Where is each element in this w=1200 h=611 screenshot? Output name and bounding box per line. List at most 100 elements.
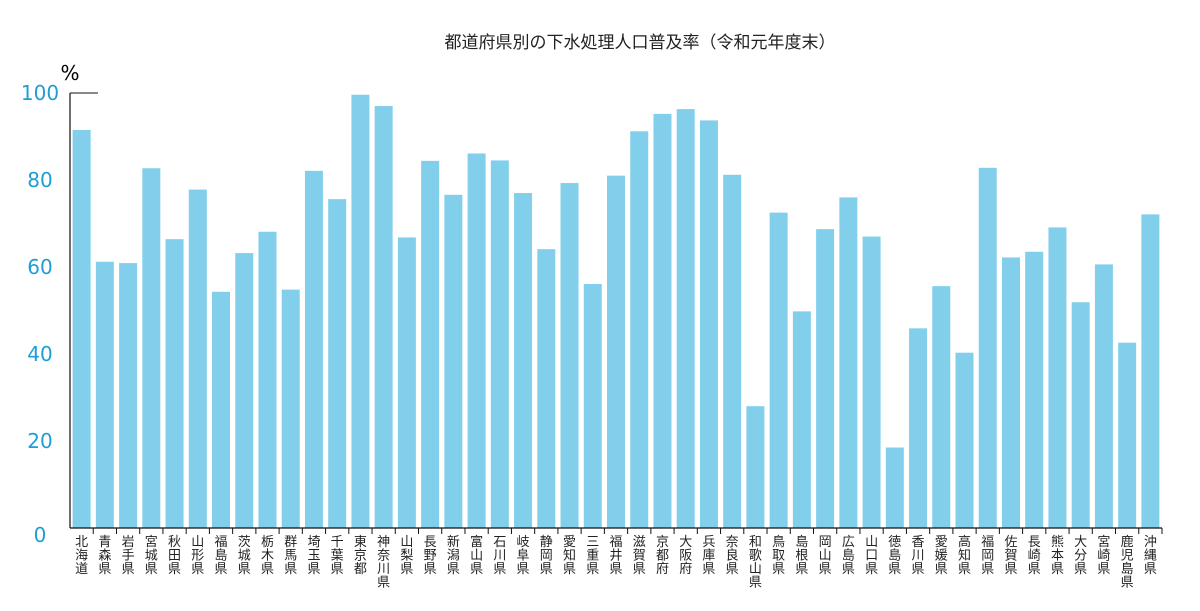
x-category-label: 香川県	[912, 535, 925, 577]
bar-44	[1071, 302, 1090, 528]
bar-40	[978, 167, 997, 528]
x-category-label: 石川県	[493, 535, 506, 577]
bar-26	[653, 113, 672, 528]
x-category-label: 埼玉県	[307, 535, 320, 577]
x-category-label: 熊本県	[1051, 534, 1064, 577]
x-category-label: 茨城県	[238, 535, 251, 577]
bar-47	[1141, 214, 1160, 529]
x-category-label: 愛媛県	[935, 535, 948, 577]
y-axis-unit-label: %	[60, 61, 79, 85]
bar-6	[188, 189, 207, 528]
bar-14	[374, 106, 393, 529]
y-axis-ticks: 0 20 40 60 80 100	[21, 81, 98, 547]
bar-30	[746, 406, 765, 528]
bar-32	[792, 311, 811, 528]
y-tick-label: 20	[27, 429, 52, 453]
x-category-label: 京都府	[656, 535, 669, 577]
x-category-label: 山梨県	[400, 535, 413, 577]
x-category-label: 福岡県	[981, 535, 994, 577]
bar-1	[72, 129, 91, 528]
x-category-label: 三重県	[586, 535, 599, 577]
x-category-label: 広島県	[842, 535, 855, 577]
bar-5	[165, 239, 184, 528]
x-category-label: 佐賀県	[1004, 535, 1017, 577]
x-category-label: 神奈川県	[377, 535, 390, 591]
y-tick-label: 80	[27, 168, 52, 192]
x-category-label: 宮崎県	[1097, 534, 1110, 577]
x-category-label: 鹿児島県	[1121, 534, 1134, 591]
x-category-label: 秋田県	[168, 535, 181, 577]
bar-19	[490, 160, 509, 529]
bar-8	[235, 253, 254, 528]
bar-33	[816, 229, 835, 528]
x-category-label: 東京都	[354, 534, 367, 577]
bar-10	[281, 289, 300, 528]
x-category-label: 山口県	[865, 535, 878, 577]
bar-27	[676, 109, 695, 528]
bar-9	[258, 231, 277, 528]
bar-22	[560, 183, 579, 529]
bar-39	[955, 352, 974, 528]
y-tick-label: 40	[27, 342, 52, 366]
x-category-label: 長崎県	[1028, 535, 1041, 577]
bar-34	[839, 197, 858, 528]
bar-35	[862, 236, 881, 529]
bar-23	[583, 283, 602, 528]
bar-16	[421, 160, 440, 529]
bar-17	[444, 194, 463, 529]
y-tick-label: 60	[27, 255, 52, 279]
bar-43	[1048, 227, 1067, 529]
bar-42	[1025, 251, 1044, 528]
axes	[69, 93, 1162, 529]
bar-29	[723, 174, 742, 528]
x-category-label: 千葉県	[331, 535, 344, 577]
bar-28	[699, 120, 718, 528]
x-category-label: 福井県	[609, 535, 622, 577]
bar-20	[514, 193, 533, 529]
bar-31	[769, 212, 788, 528]
x-axis-category-labels: 北海道青森県岩手県宮城県秋田県山形県福島県茨城県栃木県群馬県埼玉県千葉県東京都神…	[75, 528, 1163, 591]
x-category-label: 新潟県	[447, 534, 460, 577]
x-category-label: 静岡県	[540, 535, 553, 577]
x-category-label: 島根県	[795, 535, 808, 577]
x-category-label: 山形県	[191, 535, 204, 577]
x-category-label: 高知県	[958, 534, 971, 577]
bar-46	[1118, 342, 1137, 528]
x-category-label: 宮城県	[145, 534, 158, 577]
x-category-label: 岩手県	[122, 535, 135, 577]
x-category-label: 沖縄県	[1144, 535, 1157, 577]
y-tick-label: 0	[34, 523, 47, 547]
bar-37	[909, 328, 928, 528]
chart-title: 都道府県別の下水処理人口普及率（令和元年度末）	[445, 33, 836, 53]
x-category-label: 愛知県	[563, 535, 576, 577]
x-category-label: 富山県	[470, 534, 483, 577]
bar-15	[397, 237, 416, 529]
bar-series	[72, 94, 1160, 529]
x-category-label: 栃木県	[261, 535, 274, 577]
x-category-label: 滋賀県	[633, 535, 646, 577]
bar-13	[351, 94, 370, 529]
bar-45	[1094, 264, 1113, 528]
bar-24	[607, 175, 625, 528]
bar-2	[95, 261, 114, 528]
bar-36	[885, 447, 904, 528]
bar-38	[932, 286, 951, 528]
bar-7	[212, 291, 231, 528]
x-category-label: 大分県	[1074, 535, 1087, 577]
bar-12	[328, 199, 347, 528]
x-category-label: 和歌山県	[749, 535, 762, 591]
x-category-label: 奈良県	[726, 535, 739, 577]
bar-41	[1001, 257, 1020, 528]
y-tick-label: 100	[21, 81, 59, 105]
x-category-label: 大阪府	[679, 535, 692, 577]
x-category-label: 長野県	[424, 535, 437, 577]
x-category-label: 群馬県	[284, 535, 297, 577]
bar-25	[630, 131, 649, 528]
x-category-label: 兵庫県	[702, 535, 715, 577]
x-category-label: 北海道	[75, 535, 88, 577]
bar-3	[119, 263, 138, 528]
x-category-label: 岐阜県	[517, 535, 530, 577]
bar-11	[304, 170, 323, 529]
x-category-label: 岡山県	[819, 535, 832, 577]
